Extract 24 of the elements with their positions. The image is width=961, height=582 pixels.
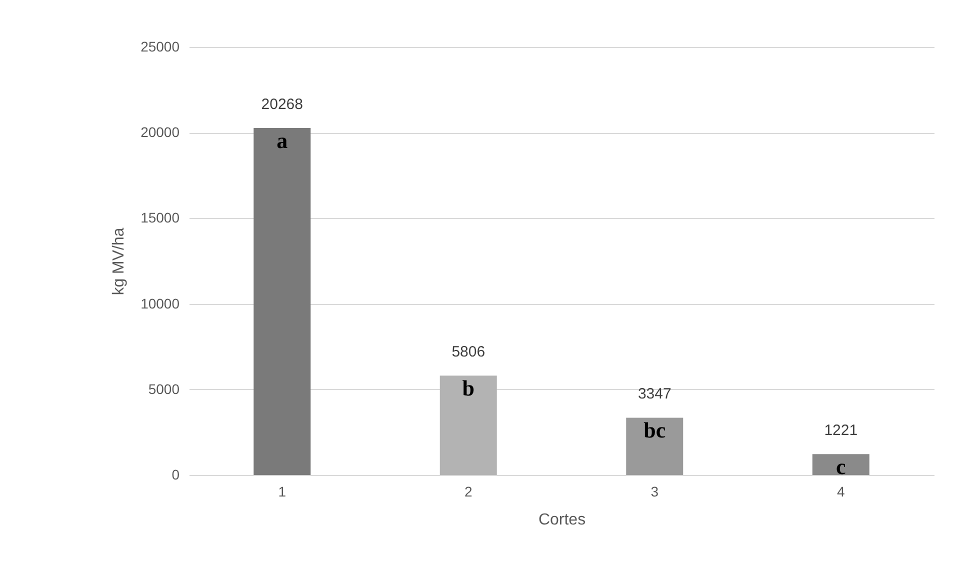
x-axis-title: Cortes: [538, 512, 586, 528]
y-tick-label: 15000: [140, 210, 180, 226]
bar: [812, 454, 870, 475]
data-label: 20268: [261, 96, 303, 114]
annotation: c: [836, 454, 846, 480]
y-axis-title: kg MV/ha: [110, 228, 128, 296]
data-label: 5806: [452, 344, 486, 361]
x-tick-label: 1: [278, 484, 286, 500]
x-tick-label: 4: [836, 484, 845, 500]
data-label: 3347: [638, 386, 672, 403]
bar: [254, 128, 311, 475]
annotation: b: [462, 376, 474, 401]
annotation: bc: [644, 418, 666, 443]
y-tick-label: 20000: [140, 124, 180, 140]
bar: [440, 376, 497, 475]
y-tick-label: 10000: [140, 295, 180, 312]
data-label: 1221: [824, 422, 858, 440]
bar: [626, 418, 684, 475]
annotation: a: [276, 128, 288, 154]
y-tick-label: 0: [172, 466, 180, 482]
x-tick-label: 2: [464, 484, 472, 500]
y-tick-label: 25000: [140, 38, 180, 54]
y-tick-label: 5000: [148, 380, 180, 397]
x-tick-label: 3: [650, 484, 659, 500]
